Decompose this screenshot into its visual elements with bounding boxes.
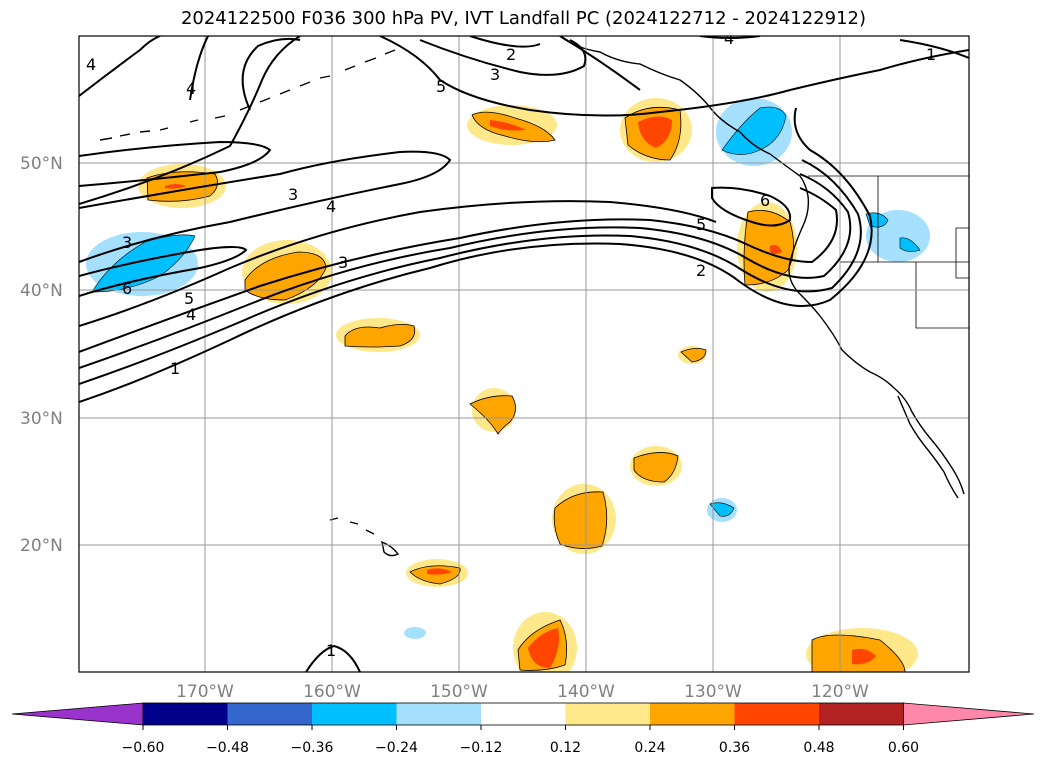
contour-label: 1 [170, 359, 180, 378]
colorbar-extend-high [903, 702, 1035, 726]
colorbar-segment [819, 703, 904, 725]
contour-label: 3 [490, 65, 500, 84]
lon-label-120w: 120°W [811, 682, 869, 702]
map-border [78, 35, 970, 673]
contour-label: 2 [506, 45, 516, 64]
contour-label: 3 [288, 185, 298, 204]
lat-label-50n: 50°N [20, 154, 63, 174]
latitude-labels: 50°N 40°N 30°N 20°N [20, 154, 63, 556]
colorbar-tick-label: −0.24 [375, 740, 418, 756]
colorbar-tick-label: 0.60 [888, 740, 919, 756]
contour-label: 3 [338, 253, 348, 272]
contour-label: 4 [186, 79, 196, 98]
longitude-labels: 170°W 160°W 150°W 140°W 130°W 120°W [176, 682, 869, 702]
colorbar-segment [481, 703, 566, 725]
colorbar-segment [227, 703, 313, 725]
contour-label: 5 [184, 289, 194, 308]
contour-label: 4 [326, 197, 336, 216]
contour-label: 1 [326, 641, 336, 660]
lat-label-40n: 40°N [20, 281, 63, 301]
colorbar-segment [312, 703, 397, 725]
colorbar-segment [396, 703, 482, 725]
colorbar-tick-label: 0.12 [550, 740, 581, 756]
contour-label: 2 [696, 261, 706, 280]
lat-label-30n: 30°N [20, 409, 63, 429]
lat-label-20n: 20°N [20, 536, 63, 556]
colorbar-tick-label: −0.36 [291, 740, 334, 756]
lon-label-130w: 130°W [684, 682, 742, 702]
colorbar-segment [143, 703, 228, 725]
contour-label: 5 [436, 77, 446, 96]
contour-labels: 4 4 2 3 5 3 4 3 6 3 5 4 1 6 5 2 4 1 1 [86, 29, 936, 660]
contour-label: 4 [86, 55, 96, 74]
contour-label: 6 [122, 279, 132, 298]
contour-label: 6 [760, 191, 770, 210]
colorbar-tick-label: 0.36 [719, 740, 750, 756]
colorbar-segment [734, 703, 820, 725]
colorbar-extend-low [11, 702, 144, 726]
colorbar-segment [565, 703, 651, 725]
colorbar-tick-label: 0.24 [634, 740, 665, 756]
colorbar-tick-label: 0.48 [803, 740, 834, 756]
pv-contours [79, 36, 969, 672]
colorbar-segment [650, 703, 735, 725]
colorbar-tick-label: −0.48 [206, 740, 249, 756]
lon-label-140w: 140°W [557, 682, 615, 702]
borders [808, 175, 969, 329]
colorbar-outline [142, 702, 904, 726]
contour-label: 1 [926, 45, 936, 64]
colorbar-tick-label: −0.60 [122, 740, 165, 756]
contour-label: 5 [696, 215, 706, 234]
colorbar-tick-label: −0.12 [460, 740, 503, 756]
colorbar: −0.60 −0.48 −0.36 −0.24 −0.12 0.12 0.24 0.36 0.4… [11, 702, 1035, 756]
map-title: 2024122500 F036 300 hPa PV, IVT Landfall… [180, 8, 867, 29]
lon-label-160w: 160°W [303, 682, 361, 702]
coastlines [99, 36, 965, 557]
contour-label: 4 [724, 29, 734, 48]
lon-label-170w: 170°W [176, 682, 234, 702]
lon-label-150w: 150°W [430, 682, 488, 702]
contour-label: 4 [186, 305, 196, 324]
contour-label: 3 [122, 233, 132, 252]
